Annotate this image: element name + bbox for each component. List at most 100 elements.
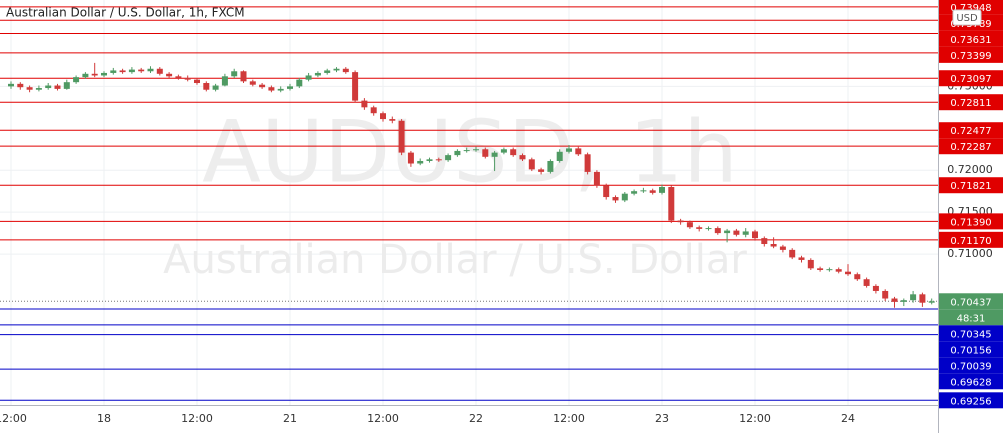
support-label-box [939, 325, 1003, 342]
resistance-label-box [939, 138, 1003, 155]
candle-body [538, 169, 545, 172]
chart-title: Australian Dollar / U.S. Dollar, 1h, FXC… [6, 6, 245, 20]
candle-body [584, 154, 591, 172]
x-tick-label: 12:00 [181, 412, 213, 425]
watermark-subtitle: Australian Dollar / U.S. Dollar [163, 237, 747, 283]
candle-body [882, 290, 889, 299]
resistance-label-box [939, 46, 1003, 63]
candle-body [268, 87, 275, 91]
candle-body [101, 72, 107, 76]
candle-body [63, 82, 70, 89]
candle-body [631, 191, 638, 194]
candle-body [407, 152, 414, 164]
x-tick-label: 12:00 [0, 412, 27, 425]
candle-body [175, 76, 182, 78]
support-label-box [939, 357, 1003, 374]
currency-box [952, 9, 982, 26]
currency-badge: USD [952, 9, 982, 26]
resistance-label-box [939, 122, 1003, 139]
candle-body [435, 159, 442, 161]
candle-body [556, 151, 563, 161]
candle-body [714, 228, 721, 234]
candle-body [380, 113, 386, 120]
candle-body [807, 259, 814, 269]
candle-body [547, 160, 554, 172]
candle-body [128, 69, 135, 73]
candle-body [342, 68, 349, 73]
y-tick-label: 0.71000 [947, 247, 993, 260]
candle-body [919, 294, 926, 303]
candle-body [45, 85, 52, 89]
candle-body [8, 83, 14, 87]
candle-body [640, 190, 647, 192]
candle-body [277, 88, 284, 91]
candle-body [686, 222, 693, 228]
candle-body [82, 73, 89, 78]
x-tick-label: 23 [655, 412, 669, 425]
candle-body [398, 120, 405, 153]
candle-body [770, 244, 777, 247]
candle-body [779, 246, 786, 250]
support-label-box [939, 373, 1003, 390]
candle-body [91, 73, 98, 76]
candle-body [110, 70, 117, 73]
resistance-label: 0.73948 [950, 3, 991, 14]
y-tick-label: 0.72000 [947, 163, 993, 176]
candle-body [705, 228, 712, 230]
candle-body [752, 231, 758, 239]
candle-body [249, 81, 256, 85]
x-tick-label: 12:00 [739, 412, 771, 425]
candle-body [928, 301, 935, 303]
candle-body [426, 159, 433, 161]
candle-body [612, 197, 619, 201]
candle-body [54, 85, 61, 89]
candle-body [473, 149, 479, 151]
candle-body [677, 220, 684, 223]
support-label: 0.70156 [950, 345, 991, 356]
candle-body [872, 285, 879, 291]
support-label: 0.70039 [950, 361, 991, 372]
resistance-label: 0.72811 [950, 98, 991, 109]
candle-body [528, 159, 535, 170]
candle-body [463, 150, 470, 152]
candle-body [296, 79, 303, 87]
candle-body [221, 76, 228, 86]
candle-body [863, 279, 870, 286]
countdown-label-box [939, 309, 1003, 326]
candle-body [324, 70, 331, 73]
candle-body [482, 149, 489, 157]
x-tick-label: 12:00 [553, 412, 585, 425]
resistance-label-box [939, 70, 1003, 87]
candle-body [696, 227, 703, 229]
candle-body [835, 269, 842, 272]
candle-body [314, 72, 321, 76]
resistance-label: 0.71170 [950, 236, 991, 247]
candle-body [491, 152, 498, 157]
grid [0, 0, 938, 405]
resistance-label-box [939, 231, 1003, 248]
candle-body [891, 298, 898, 302]
candle-body [742, 231, 749, 235]
candle-body [817, 268, 824, 270]
x-tick-label: 12:00 [367, 412, 399, 425]
candle-body [417, 160, 424, 164]
candle-body [26, 87, 33, 90]
candle-body [194, 79, 200, 84]
resistance-label-box [939, 30, 1003, 47]
support-label: 0.69628 [950, 377, 991, 388]
candle-body [649, 190, 656, 193]
resistance-label: 0.72477 [950, 126, 991, 137]
candle-body [35, 88, 42, 90]
candle-body [789, 249, 796, 258]
candle-body [17, 83, 24, 88]
candle-body [519, 155, 526, 160]
candle-body [603, 185, 610, 198]
resistance-label-box [939, 213, 1003, 230]
candle-body [733, 230, 740, 235]
candle-body [854, 274, 861, 280]
resistance-label: 0.73399 [950, 51, 991, 62]
support-label: 0.69256 [950, 396, 991, 407]
candle-body [203, 83, 210, 90]
